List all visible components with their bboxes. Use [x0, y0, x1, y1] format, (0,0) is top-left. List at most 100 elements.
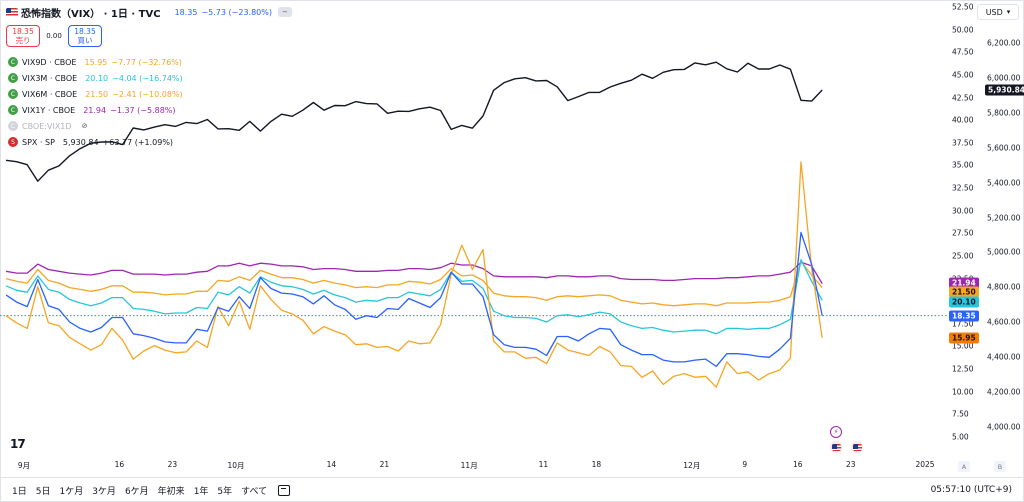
left-axis-tick: 15.00	[952, 341, 974, 351]
cboe-logo-icon: C	[8, 121, 18, 131]
series-line-vix3m[interactable]	[5, 258, 823, 335]
currency-select[interactable]: USD ▾	[977, 4, 1019, 20]
us-event-flag-icon[interactable]	[830, 441, 842, 453]
buy-button[interactable]: 18.35 買い	[68, 25, 102, 47]
price-badge: 5,930.84	[985, 84, 1024, 96]
legend: 恐怖指数（VIX） · 1日 · TVC 18.35 −5.73 (−23.80…	[6, 4, 336, 150]
legend-change: −1.37 (−5.88%)	[110, 105, 176, 115]
buy-label: 買い	[77, 36, 93, 45]
legend-change: +63.77 (+1.09%)	[102, 137, 174, 147]
buy-price: 18.35	[74, 27, 96, 36]
trade-panel: 18.35 売り 0.00 18.35 買い	[6, 24, 336, 48]
legend-value: 5,930.84	[62, 137, 99, 147]
left-axis-tick: 35.00	[952, 160, 974, 170]
left-axis-tick: 52.50	[952, 2, 974, 12]
time-axis-label: 11	[538, 460, 549, 469]
range-6m-button[interactable]: 6ケ月	[124, 486, 149, 497]
right-axis-tick: 4,800.00	[987, 282, 1021, 292]
left-axis-tick: 5.00	[952, 432, 969, 442]
range-1y-button[interactable]: 1年	[193, 486, 209, 497]
legend-name: VIX3M · CBOE	[22, 73, 78, 83]
legend-row-vix3m[interactable]: C VIX3M · CBOE 20.10 −4.04 (−16.74%)	[6, 70, 336, 86]
left-axis-tick: 45.00	[952, 70, 974, 80]
left-axis-tick: 42.50	[952, 93, 974, 103]
legend-value: 15.95	[84, 57, 108, 67]
series-line-vix6m[interactable]	[5, 260, 823, 307]
minus-icon[interactable]: −	[277, 7, 292, 17]
us-flag-icon	[6, 7, 18, 17]
chevron-down-icon: ▾	[1006, 8, 1011, 16]
legend-change: −2.41 (−10.08%)	[112, 89, 183, 99]
range-3m-button[interactable]: 3ケ月	[92, 486, 116, 497]
legend-name: VIX6M · CBOE	[22, 89, 78, 99]
legend-value: 20.10	[85, 73, 109, 83]
last-value: 18.35	[174, 7, 198, 17]
legend-change: −7.77 (−32.76%)	[111, 57, 182, 67]
time-axis-label: 18	[591, 460, 602, 469]
range-5d-button[interactable]: 5日	[35, 486, 51, 497]
cboe-logo-icon: C	[8, 73, 18, 83]
sp-logo-icon: S	[8, 137, 18, 147]
right-axis-tick: 4,200.00	[987, 387, 1021, 397]
right-axis-tick: 4,600.00	[987, 317, 1021, 327]
sell-price: 18.35	[12, 27, 34, 36]
left-axis-tick: 12.50	[952, 364, 974, 374]
legend-row-vix1d[interactable]: C CBOE:VIX1D ⊘	[6, 118, 336, 134]
right-axis-tick: 6,200.00	[987, 38, 1021, 48]
time-axis-label: 2025	[915, 460, 935, 469]
hidden-eye-icon[interactable]: ⊘	[81, 122, 88, 130]
chart-pane[interactable]	[0, 0, 948, 458]
bottom-toolbar: 1日 5日 1ケ月 3ケ月 6ケ月 年初来 1年 5年 すべて 05:57:10…	[0, 477, 1024, 502]
legend-value: 21.94	[83, 105, 107, 115]
series-line-vix[interactable]	[5, 231, 823, 368]
us-event-flag-icon[interactable]	[851, 441, 863, 453]
legend-row-vix9d[interactable]: C VIX9D · CBOE 15.95 −7.77 (−32.76%)	[6, 54, 336, 70]
clock-readout[interactable]: 05:57:10 (UTC+9)	[930, 485, 1012, 495]
time-axis-label: 9	[742, 460, 748, 469]
time-axis-label: 11月	[460, 461, 478, 470]
left-axis-tick: 10.00	[952, 387, 974, 397]
legend-change: −4.04 (−16.74%)	[112, 73, 183, 83]
right-axis-tick: 5,800.00	[987, 108, 1021, 118]
time-axis-label: 9月	[17, 461, 31, 470]
series-line-spx[interactable]	[5, 61, 823, 182]
range-ytd-button[interactable]: 年初来	[157, 486, 185, 497]
legend-row-vix6m[interactable]: C VIX6M · CBOE 21.50 −2.41 (−10.08%)	[6, 86, 336, 102]
legend-main-row: 恐怖指数（VIX） · 1日 · TVC 18.35 −5.73 (−23.80…	[6, 4, 336, 20]
left-axis-tick: 37.50	[952, 138, 974, 148]
scale-mode-button[interactable]: B	[994, 461, 1006, 472]
range-1m-button[interactable]: 1ケ月	[59, 486, 84, 497]
left-axis-tick: 30.00	[952, 206, 974, 216]
price-badge: 21.94	[949, 277, 979, 289]
right-axis-tick: 5,000.00	[987, 247, 1021, 257]
cboe-logo-icon: C	[8, 89, 18, 99]
range-1d-button[interactable]: 1日	[12, 486, 27, 497]
legend-row-vix1y[interactable]: C VIX1Y · CBOE 21.94 −1.37 (−5.88%)	[6, 102, 336, 118]
sell-button[interactable]: 18.35 売り	[6, 25, 40, 47]
spread-value: 0.00	[46, 32, 62, 40]
range-5y-button[interactable]: 5年	[217, 486, 233, 497]
right-axis-tick: 4,400.00	[987, 352, 1021, 362]
series-line-vix9d[interactable]	[5, 161, 823, 388]
left-axis-tick: 27.50	[952, 228, 974, 238]
time-axis-label: 23	[846, 460, 856, 469]
series-line-vix1y[interactable]	[5, 261, 823, 284]
legend-row-spx[interactable]: S SPX · SP 5,930.84 +63.77 (+1.09%)	[6, 134, 336, 150]
time-axis-label: 21	[379, 460, 390, 469]
cboe-logo-icon: C	[8, 105, 18, 115]
time-axis[interactable]: 9月 16 23 10月 14 21 11月 11 18 12月 9 16 23 2025	[0, 458, 948, 472]
price-axis[interactable]: 52.50 50.00 47.50 45.00 42.50 40.00 37.50 35.00…	[948, 0, 1024, 470]
symbol-title[interactable]: 恐怖指数（VIX） · 1日 · TVC	[21, 8, 161, 20]
right-axis-tick: 5,600.00	[987, 143, 1021, 153]
range-all-button[interactable]: すべて	[241, 486, 268, 497]
time-axis-label: 23	[167, 460, 178, 469]
time-axis-label: 16	[114, 460, 125, 469]
time-axis-label: 14	[326, 460, 337, 469]
auto-scale-button[interactable]: A	[958, 461, 970, 472]
price-badge: 15.95	[949, 332, 979, 344]
time-axis-label: 16	[793, 460, 803, 469]
time-axis-label: 12月	[683, 461, 701, 470]
sell-label: 売り	[15, 36, 31, 45]
calendar-icon[interactable]	[278, 484, 291, 496]
lightning-event-icon[interactable]: ⚡	[830, 426, 842, 438]
